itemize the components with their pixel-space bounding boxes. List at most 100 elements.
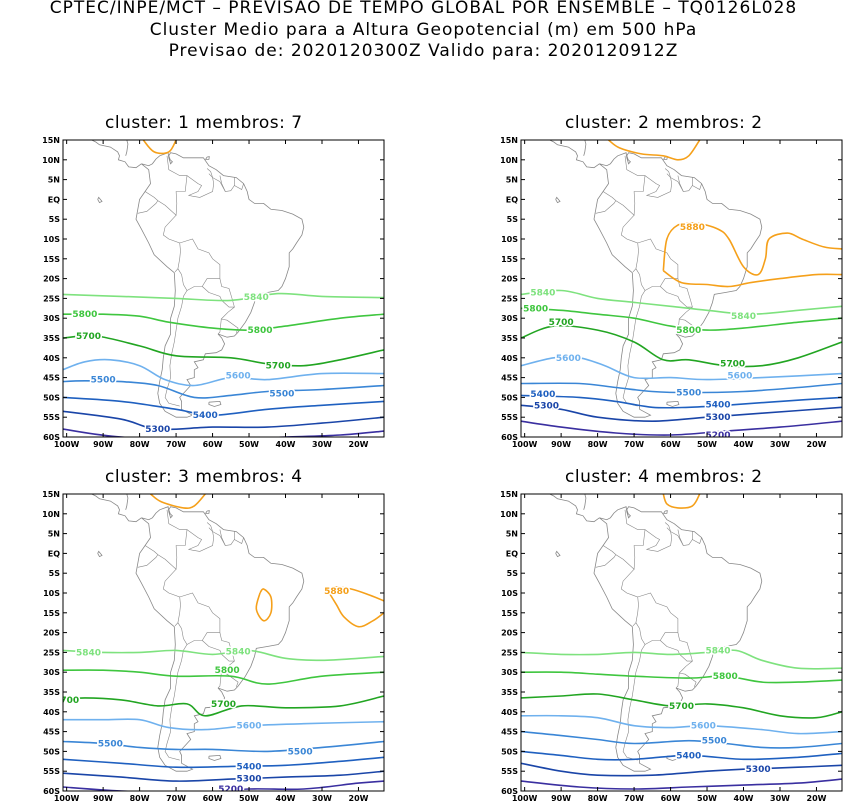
country-border [622, 268, 646, 407]
lat-label: 50S [43, 393, 60, 402]
lon-label: 60W [661, 794, 681, 803]
lat-label: 35S [43, 334, 60, 343]
map-panel-2: 5880584058405800580057005700560056005500… [500, 136, 843, 449]
country-border [644, 173, 673, 198]
contour-line-5400 [521, 750, 842, 761]
lat-label: 10N [42, 156, 60, 165]
country-border [644, 632, 678, 645]
contour-label: 5600 [556, 354, 581, 364]
header-dates: Previsao de: 2020120300Z Valido para: 20… [168, 41, 679, 61]
country-border [678, 660, 697, 688]
lat-label: 20S [43, 629, 60, 638]
contour-label: 5200 [705, 431, 730, 441]
map-panel-1: 5840 5800 5800 5700 5700 5600 5500 5500 5400 5300… [42, 136, 385, 449]
lon-label: 50W [697, 794, 717, 803]
country-border [677, 529, 684, 546]
contour-line-5840 [521, 289, 842, 316]
lat-label: 5S [507, 569, 519, 578]
lon-label: 80W [588, 794, 608, 803]
contour-line-5700 [63, 334, 384, 367]
lat-label: 10N [500, 156, 518, 165]
map-content: 5880 5840 5840 5800 5700 5700 5600 5500 5500 5400… [63, 481, 384, 791]
contour-line-5600 [63, 718, 384, 731]
lat-label: 35S [43, 688, 60, 697]
coastline [555, 196, 561, 204]
map-frame [520, 139, 843, 438]
lat-label: 40S [501, 708, 518, 717]
lon-label: 40W [276, 440, 296, 449]
contour-line-5700 [521, 324, 842, 368]
coastline [618, 475, 640, 481]
contour-label: 5700 [211, 700, 236, 710]
lon-label: 90W [93, 794, 113, 803]
contour-line-5700 [63, 695, 384, 717]
lon-label: 50W [239, 794, 259, 803]
map-content: 5840 5800 5800 5700 5700 5600 5500 5500 5400 5300 [63, 140, 384, 437]
coastline [208, 754, 222, 761]
coastline [135, 506, 305, 772]
country-border [620, 214, 639, 273]
lon-label: 30W [312, 440, 332, 449]
coastline [186, 481, 192, 483]
contour-label: 5600 [727, 372, 752, 382]
lat-label: 30S [501, 314, 518, 323]
contour-label: 5300 [705, 413, 730, 423]
contour-label: 5300 [534, 401, 559, 411]
lon-label: 100W [54, 440, 80, 449]
map-content: 5880584058405800580057005700560056005500… [521, 140, 842, 441]
contour-label: 5800 [247, 326, 272, 336]
country-border [137, 554, 159, 568]
contour-line-5880 [142, 140, 177, 155]
country-border [637, 592, 679, 633]
lon-label: 20W [349, 794, 369, 803]
contour-line-5800 [521, 307, 842, 331]
contour-label: 5500 [676, 389, 701, 399]
lat-label: 60S [501, 787, 518, 796]
lon-label: 80W [130, 440, 150, 449]
contour-label: 5700 [266, 362, 291, 372]
lon-label: 20W [349, 440, 369, 449]
contour-label: 5800 [713, 672, 738, 682]
lat-label: 15S [43, 609, 60, 618]
country-border [164, 268, 188, 407]
lat-label: 50S [43, 747, 60, 756]
panel-1-title: cluster: 1 membros: 7 [105, 113, 303, 133]
lon-label: 90W [551, 440, 571, 449]
lat-label: 10N [500, 510, 518, 519]
coastline [603, 481, 611, 483]
lat-label: 5N [506, 176, 518, 185]
lat-label: 15S [501, 609, 518, 618]
contour-label: 5840 [226, 648, 251, 658]
contour-label: 5700 [720, 360, 745, 370]
country-border [137, 200, 159, 214]
contour-line-5840 [521, 649, 842, 670]
contour-line-5880 [662, 270, 842, 288]
country-border [637, 238, 679, 279]
lon-label: 70W [166, 440, 186, 449]
map-frame [520, 493, 843, 792]
lon-label: 80W [130, 794, 150, 803]
country-border [186, 527, 215, 552]
contour-line-5880 [608, 140, 701, 161]
lon-label: 90W [93, 440, 113, 449]
coastline [208, 400, 222, 407]
country-border [217, 672, 222, 689]
contour-line-5600 [521, 356, 842, 381]
lon-label: 100W [512, 440, 538, 449]
lat-label: 10S [501, 235, 518, 244]
contour-line-5840 [63, 649, 384, 662]
contour-label: 5400 [193, 411, 218, 421]
lat-label: 45S [501, 374, 518, 383]
lon-label: 60W [203, 794, 223, 803]
lat-label: 10S [43, 589, 60, 598]
lat-label: 45S [43, 374, 60, 383]
contour-line-5300 [521, 404, 842, 423]
lat-label: 15N [500, 490, 518, 499]
lon-label: 70W [166, 794, 186, 803]
lat-label: 20S [501, 275, 518, 284]
contour-label: 5800 [215, 666, 240, 676]
country-border [186, 278, 220, 291]
contour-line-5880 [150, 494, 206, 509]
